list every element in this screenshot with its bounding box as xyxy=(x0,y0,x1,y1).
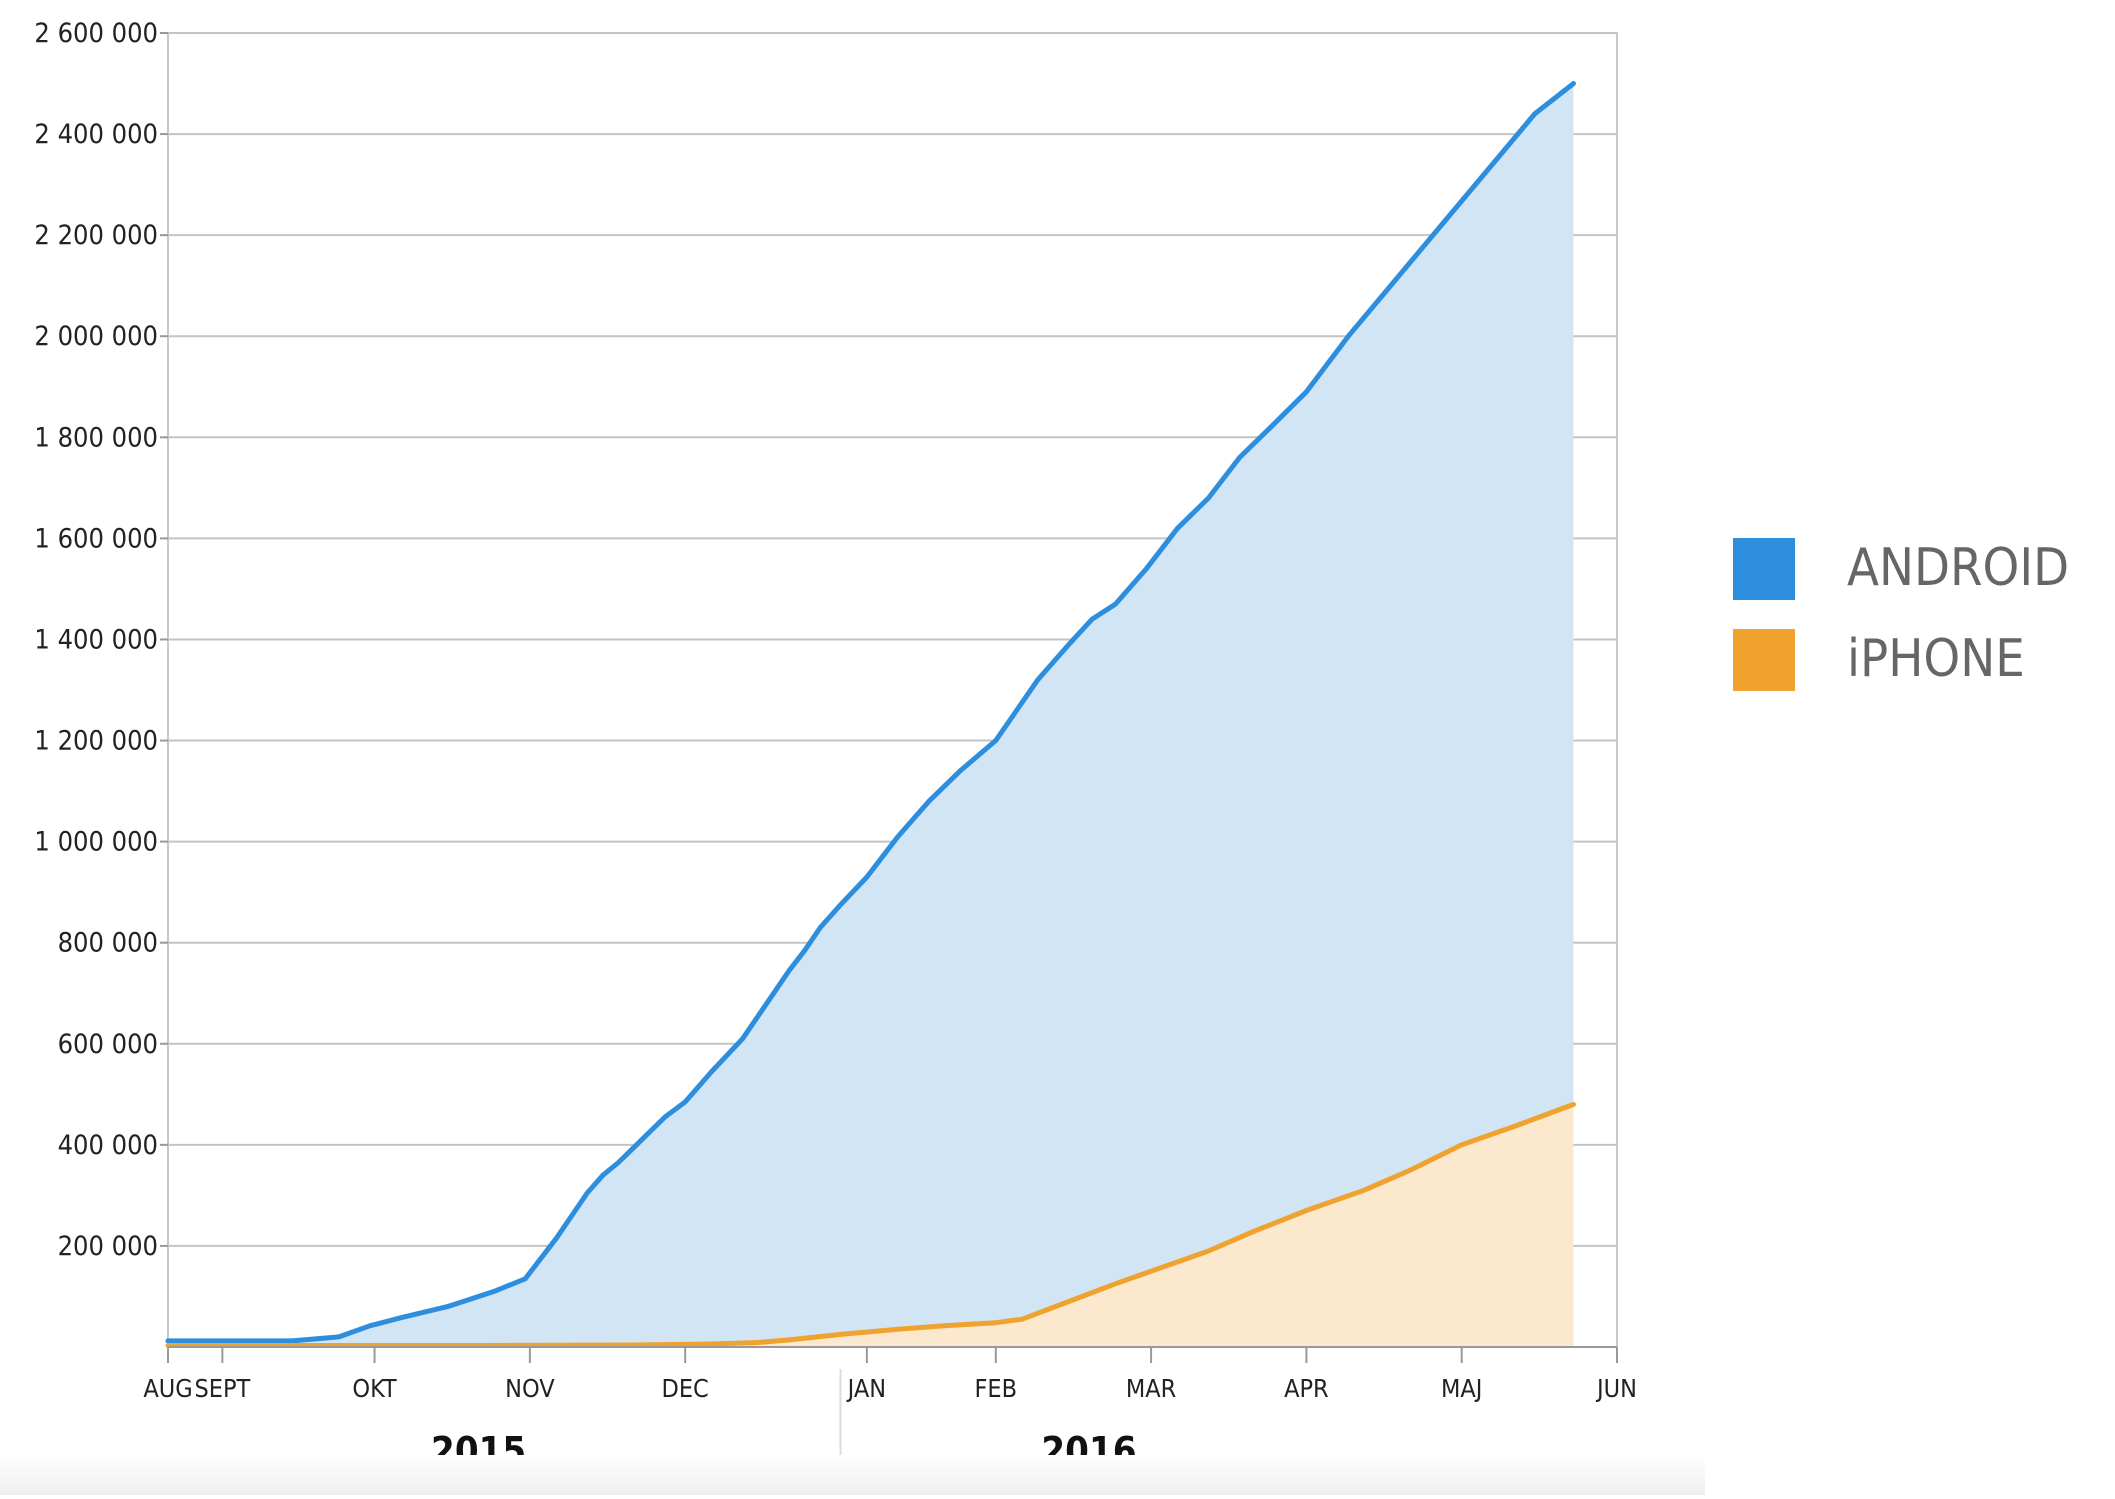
y-tick-label: 400 000 xyxy=(58,1130,158,1161)
y-tick-label: 200 000 xyxy=(58,1231,158,1262)
x-tick-label: NOV xyxy=(505,1374,555,1403)
y-tick-label: 2 200 000 xyxy=(34,220,158,251)
x-tick-label: MAR xyxy=(1126,1374,1176,1403)
y-tick-label: 2 000 000 xyxy=(34,321,158,352)
x-tick-label: JAN xyxy=(846,1374,886,1403)
x-tick-label: FEB xyxy=(974,1374,1017,1403)
bottom-shade xyxy=(0,1455,1705,1495)
x-tick-label: OKT xyxy=(352,1374,397,1403)
x-tick-label: JUN xyxy=(1595,1374,1637,1403)
area-layer xyxy=(168,83,1574,1347)
x-tick-label: SEPT xyxy=(194,1374,250,1403)
x-tick-label: MAJ xyxy=(1441,1374,1482,1403)
y-tick-label: 1 000 000 xyxy=(34,827,158,858)
x-tick-label: APR xyxy=(1284,1374,1329,1403)
legend-label-iphone: iPHONE xyxy=(1847,629,2025,689)
y-tick-label: 2 600 000 xyxy=(34,18,158,49)
x-tick-label: AUG xyxy=(143,1374,192,1403)
legend: ANDROID iPHONE xyxy=(1733,538,2069,691)
area-android xyxy=(168,83,1574,1347)
y-tick-label: 1 600 000 xyxy=(34,523,158,554)
y-tick-label: 600 000 xyxy=(58,1029,158,1060)
y-tick-label: 1 400 000 xyxy=(34,624,158,655)
y-tick-label: 1 200 000 xyxy=(34,726,158,757)
legend-label-android: ANDROID xyxy=(1847,538,2069,598)
y-tick-label: 1 800 000 xyxy=(34,422,158,453)
line-layer xyxy=(165,81,1576,1348)
line-android xyxy=(165,81,1576,1344)
line-iphone xyxy=(165,1101,1576,1348)
x-tick-label: DEC xyxy=(662,1374,709,1403)
legend-swatch-android xyxy=(1733,538,1795,600)
area-iphone xyxy=(168,1104,1574,1347)
legend-swatch-iphone xyxy=(1733,629,1795,691)
y-tick-label: 2 400 000 xyxy=(34,119,158,150)
y-tick-label: 800 000 xyxy=(58,928,158,959)
axis-layer: 2 600 000 2 400 000 2 200 000 2 000 000 1 80… xyxy=(34,18,1637,1477)
